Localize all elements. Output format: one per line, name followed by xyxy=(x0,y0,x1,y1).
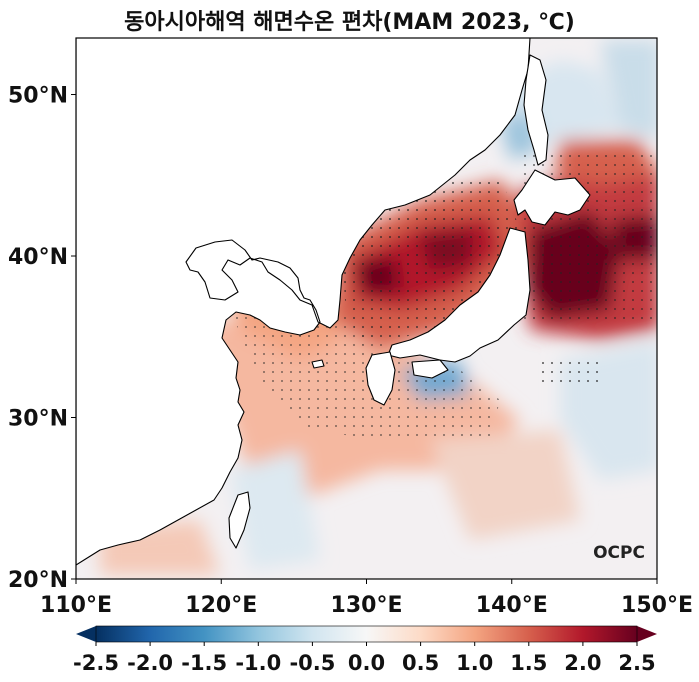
colorbar-tick-label: -0.5 xyxy=(289,651,335,675)
colorbar-max-arrow xyxy=(637,626,657,642)
colorbar-tick-label: 0.5 xyxy=(402,651,439,675)
colorbar-tick-label: -1.5 xyxy=(181,651,227,675)
lat-tick-label: 40°N xyxy=(8,245,68,270)
lon-tick-label: 120°E xyxy=(185,593,257,618)
latitude-axis: 20°N 30°N 40°N 50°N xyxy=(8,84,76,593)
lon-tick-label: 150°E xyxy=(621,593,693,618)
colorbar-tick-label: -1.0 xyxy=(235,651,281,675)
colorbar-tick-label: 2.5 xyxy=(618,651,655,675)
colorbar-tick-label: 1.0 xyxy=(456,651,493,675)
colorbar-tick-label: -2.0 xyxy=(127,651,173,675)
land xyxy=(76,38,591,566)
colorbar-ticks: -2.5 -2.0 -1.5 -1.0 -0.5 0.0 0.5 1.0 1.5 2.0 2.5 xyxy=(73,642,656,675)
colorbar-tick-label: -2.5 xyxy=(73,651,119,675)
longitude-axis: 110°E 120°E 130°E 140°E 150°E xyxy=(40,579,693,618)
lon-tick-label: 140°E xyxy=(476,593,548,618)
colorbar-min-arrow xyxy=(76,626,96,642)
lat-tick-label: 50°N xyxy=(8,84,68,109)
lon-tick-label: 130°E xyxy=(331,593,403,618)
sst-anomaly-field xyxy=(76,38,657,579)
credit-label: OCPC xyxy=(593,543,645,563)
lon-tick-label: 110°E xyxy=(40,593,112,618)
map-title: 동아시아해역 해면수온 편차(MAM 2023, ℃) xyxy=(124,10,575,35)
colorbar-tick-label: 1.5 xyxy=(510,651,547,675)
lat-tick-label: 30°N xyxy=(8,407,68,432)
lat-tick-label: 20°N xyxy=(8,568,68,593)
colorbar-gradient xyxy=(96,626,637,642)
colorbar: -2.5 -2.0 -1.5 -1.0 -0.5 0.0 0.5 1.0 1.5 2.0 2.5 xyxy=(73,625,657,675)
colorbar-tick-label: 0.0 xyxy=(348,651,385,675)
colorbar-tick-label: 2.0 xyxy=(564,651,601,675)
